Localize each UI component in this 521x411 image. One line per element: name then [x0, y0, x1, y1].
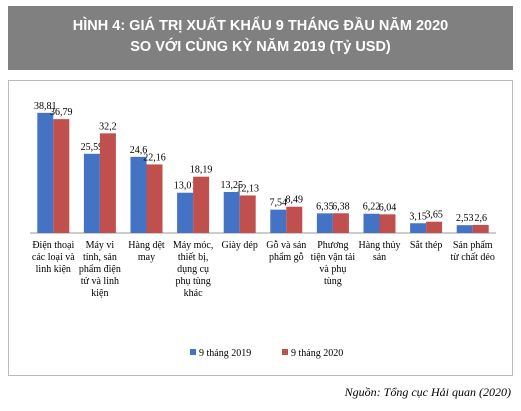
bar: [239, 195, 256, 233]
data-label: 13,01: [174, 181, 197, 192]
data-label: 36,79: [50, 107, 73, 118]
x-tick-label: Sắt thép: [409, 240, 443, 251]
bar: [270, 209, 287, 233]
data-label: 22,16: [143, 152, 166, 163]
header: HÌNH 4: GIÁ TRỊ XUẤT KHẨU 9 THÁNG ĐẦU NĂ…: [8, 6, 513, 70]
x-tick-label: Máy móc, thiết bị, dụng cụ phụ tùng khác: [172, 240, 214, 299]
chart-frame: [8, 80, 513, 376]
data-label: 38,81: [34, 101, 57, 112]
data-label: 12,13: [236, 183, 259, 194]
data-label: 13,25: [220, 180, 243, 191]
bar: [53, 119, 70, 233]
x-tick-label: Điện thoại các loại và linh kiện: [31, 240, 75, 275]
data-label: 8,49: [286, 195, 304, 206]
data-label: 24,6: [130, 145, 148, 156]
x-tick-label: Phương tiện vận tải và phụ tùng: [310, 240, 356, 287]
data-label: 7,54: [270, 198, 288, 209]
bar: [410, 223, 427, 233]
bar: [99, 133, 116, 233]
legend-swatch: [282, 349, 288, 355]
bar: [37, 112, 54, 233]
data-label: 2,53: [456, 213, 474, 224]
data-label: 6,04: [379, 202, 397, 213]
data-label: 6,35: [316, 201, 334, 212]
bar: [472, 224, 489, 233]
bar: [146, 164, 163, 233]
bar: [332, 213, 349, 233]
bar: [363, 213, 380, 233]
title-line: SO VỚI CÙNG KỲ NĂM 2019 (Tỷ USD): [130, 39, 391, 55]
data-label: 6,38: [332, 201, 350, 212]
x-tick-label: Hàng dệt may: [128, 240, 165, 263]
legend-swatch: [190, 349, 196, 355]
data-label: 3,15: [409, 211, 427, 222]
bar: [130, 156, 147, 233]
title-line: HÌNH 4: GIÁ TRỊ XUẤT KHẨU 9 THÁNG ĐẦU NĂ…: [72, 18, 449, 34]
data-label: 32,2: [99, 121, 117, 132]
bar: [379, 214, 396, 233]
x-tick-label: Máy vi tính, sản phẩm điện tử và linh ki…: [78, 240, 121, 299]
source: Nguồn: Tổng cục Hải quan (2020): [344, 385, 511, 399]
bar: [193, 176, 210, 233]
x-tick-label: Hàng thủy sản: [358, 240, 401, 263]
legend-label: 9 tháng 2020: [291, 348, 343, 359]
legend-label: 9 tháng 2019: [199, 348, 251, 359]
data-label: 25,59: [81, 142, 104, 153]
data-label: 18,19: [190, 165, 213, 176]
bar: [316, 213, 333, 233]
bar: [223, 191, 240, 233]
data-label: 3,65: [425, 210, 443, 221]
bar: [177, 192, 194, 233]
data-label: 2,6: [474, 213, 487, 224]
bar: [286, 206, 303, 233]
bar: [456, 225, 473, 233]
x-tick-label: Sản phẩm từ chất dẻo: [450, 240, 495, 263]
data-label: 6,22: [363, 202, 381, 213]
bar: [426, 221, 443, 233]
x-tick-label: Gỗ và sản phẩm gỗ: [266, 240, 307, 263]
bar: [83, 153, 100, 233]
x-tick-label: Giày dép: [221, 240, 258, 251]
